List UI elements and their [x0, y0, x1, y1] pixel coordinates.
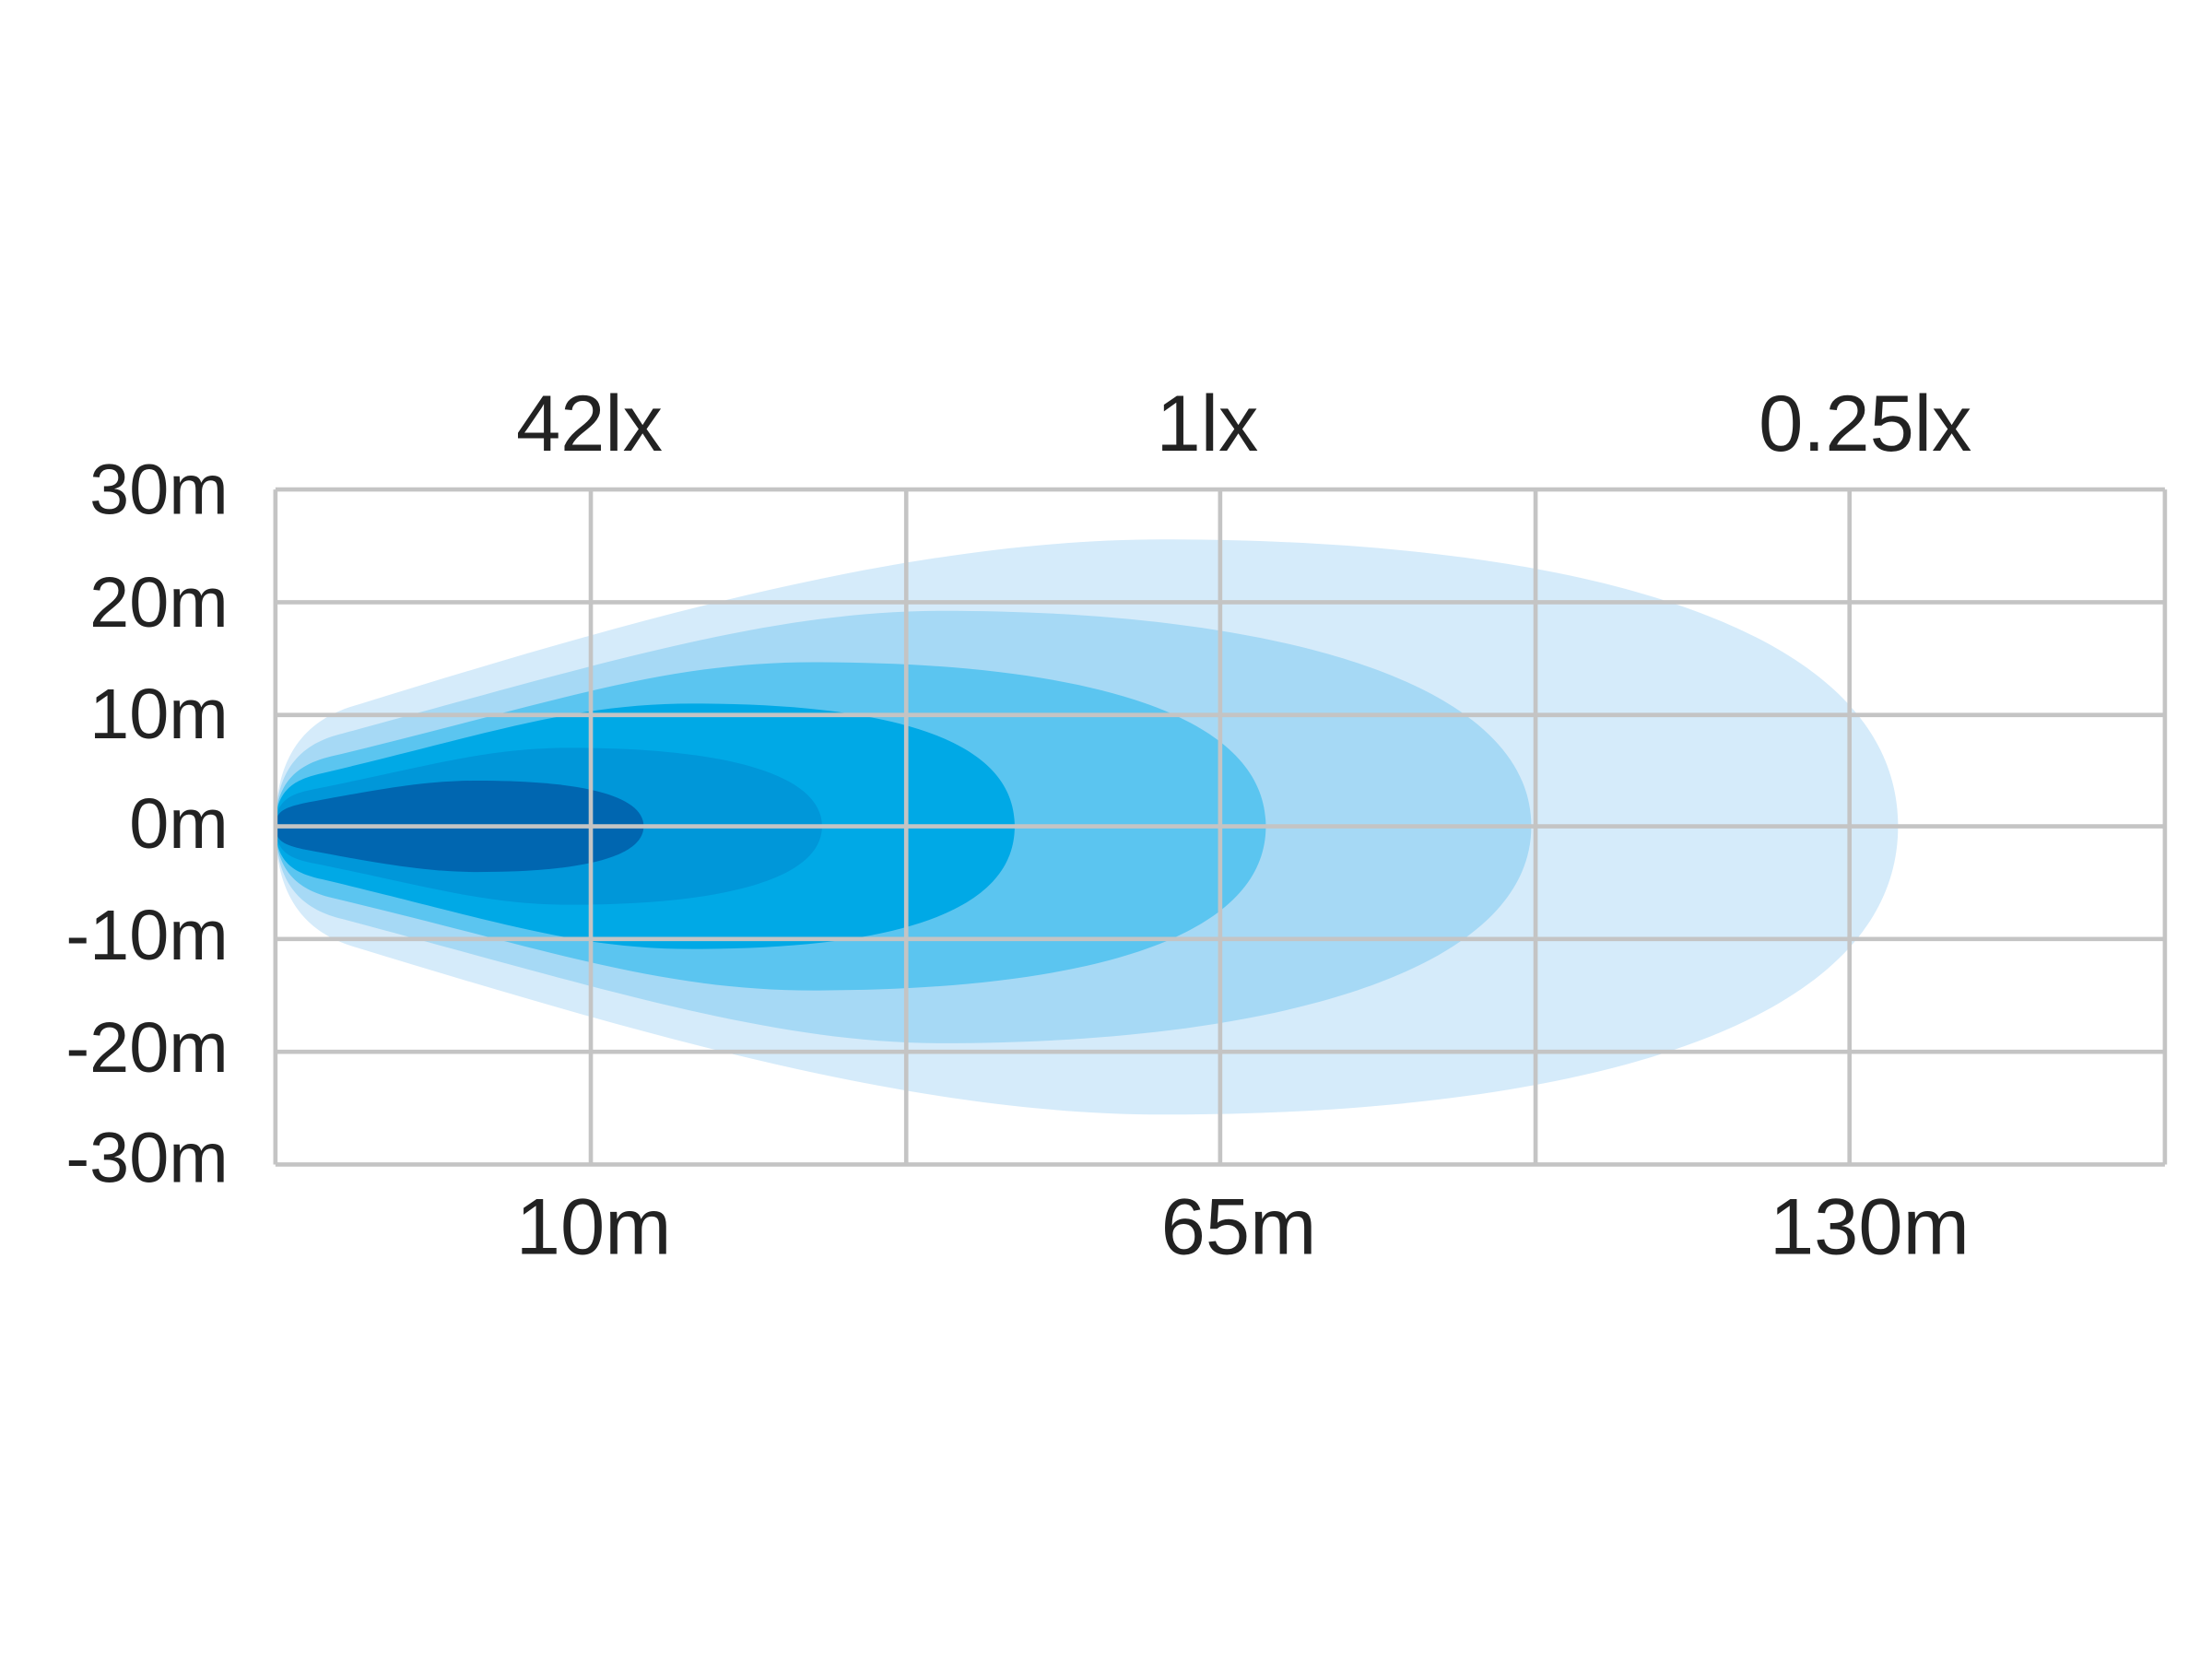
- top-labels: 42lx 1lx 0.25lx: [516, 380, 1971, 468]
- y-labels: 30m 20m 10m 0m -10m -20m -30m: [65, 451, 228, 1198]
- y-label: 30m: [89, 451, 229, 530]
- lux-label: 0.25lx: [1759, 380, 1971, 468]
- lux-label: 42lx: [516, 380, 663, 468]
- distance-label: 130m: [1770, 1183, 1970, 1272]
- lux-label: 1lx: [1157, 380, 1259, 468]
- grid: [273, 487, 2168, 1167]
- y-label: 20m: [89, 563, 229, 642]
- distance-label: 65m: [1161, 1183, 1317, 1272]
- bottom-labels: 10m 65m 130m: [516, 1183, 1970, 1272]
- y-label: 10m: [89, 675, 229, 754]
- y-label: -20m: [65, 1008, 228, 1088]
- distance-label: 10m: [516, 1183, 672, 1272]
- y-label: 0m: [129, 784, 229, 864]
- y-label: -10m: [65, 896, 228, 975]
- y-label: -30m: [65, 1118, 228, 1197]
